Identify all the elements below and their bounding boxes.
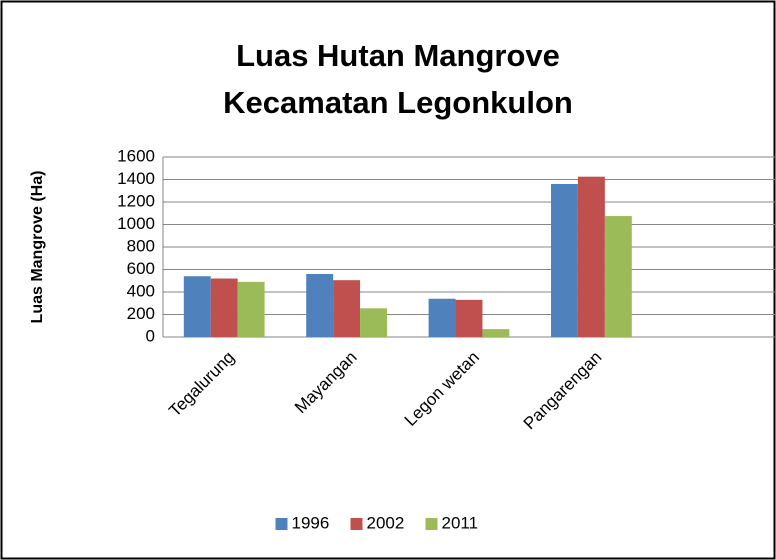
legend-label: 1996 [292, 513, 330, 532]
bar [237, 281, 265, 337]
legend-label: 2011 [442, 513, 479, 532]
y-tick-label: 0 [146, 326, 155, 345]
y-tick-label: 800 [127, 236, 155, 255]
bar [210, 278, 238, 337]
y-axis-label: Luas Mangrove (Ha) [29, 171, 46, 324]
y-tick-label: 600 [127, 259, 155, 278]
legend-swatch [350, 518, 363, 530]
bar [482, 329, 510, 337]
bar [604, 216, 632, 337]
bar [333, 280, 361, 337]
y-tick-label: 200 [127, 304, 155, 323]
chart-title: Kecamatan Legonkulon [223, 85, 573, 120]
legend-swatch [275, 518, 288, 530]
y-tick-label: 1200 [117, 191, 155, 210]
y-tick-label: 1400 [117, 169, 155, 188]
y-tick-label: 1000 [117, 214, 155, 233]
bar [455, 299, 483, 337]
bar [360, 308, 387, 337]
y-tick-label: 400 [127, 281, 155, 300]
legend-swatch [425, 518, 438, 530]
bar [577, 176, 605, 337]
y-tick-label: 1600 [117, 146, 155, 165]
legend-label: 2002 [367, 513, 405, 532]
bar [183, 276, 211, 337]
bar [428, 298, 456, 337]
chart-title: Luas Hutan Mangrove [236, 38, 560, 73]
bar [306, 274, 334, 337]
bar [551, 184, 578, 337]
